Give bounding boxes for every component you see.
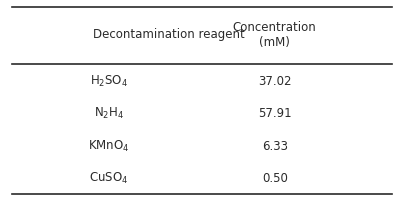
Text: 57.91: 57.91	[258, 107, 292, 120]
Text: 37.02: 37.02	[258, 74, 291, 87]
Text: KMnO$_4$: KMnO$_4$	[88, 138, 130, 153]
Text: 0.50: 0.50	[262, 171, 288, 184]
Text: 6.33: 6.33	[262, 139, 288, 152]
Text: CuSO$_4$: CuSO$_4$	[89, 170, 129, 185]
Text: Concentration
(mM): Concentration (mM)	[233, 20, 317, 48]
Text: Decontamination reagent: Decontamination reagent	[93, 28, 245, 41]
Text: H$_2$SO$_4$: H$_2$SO$_4$	[90, 73, 128, 88]
Text: N$_2$H$_4$: N$_2$H$_4$	[94, 106, 124, 121]
